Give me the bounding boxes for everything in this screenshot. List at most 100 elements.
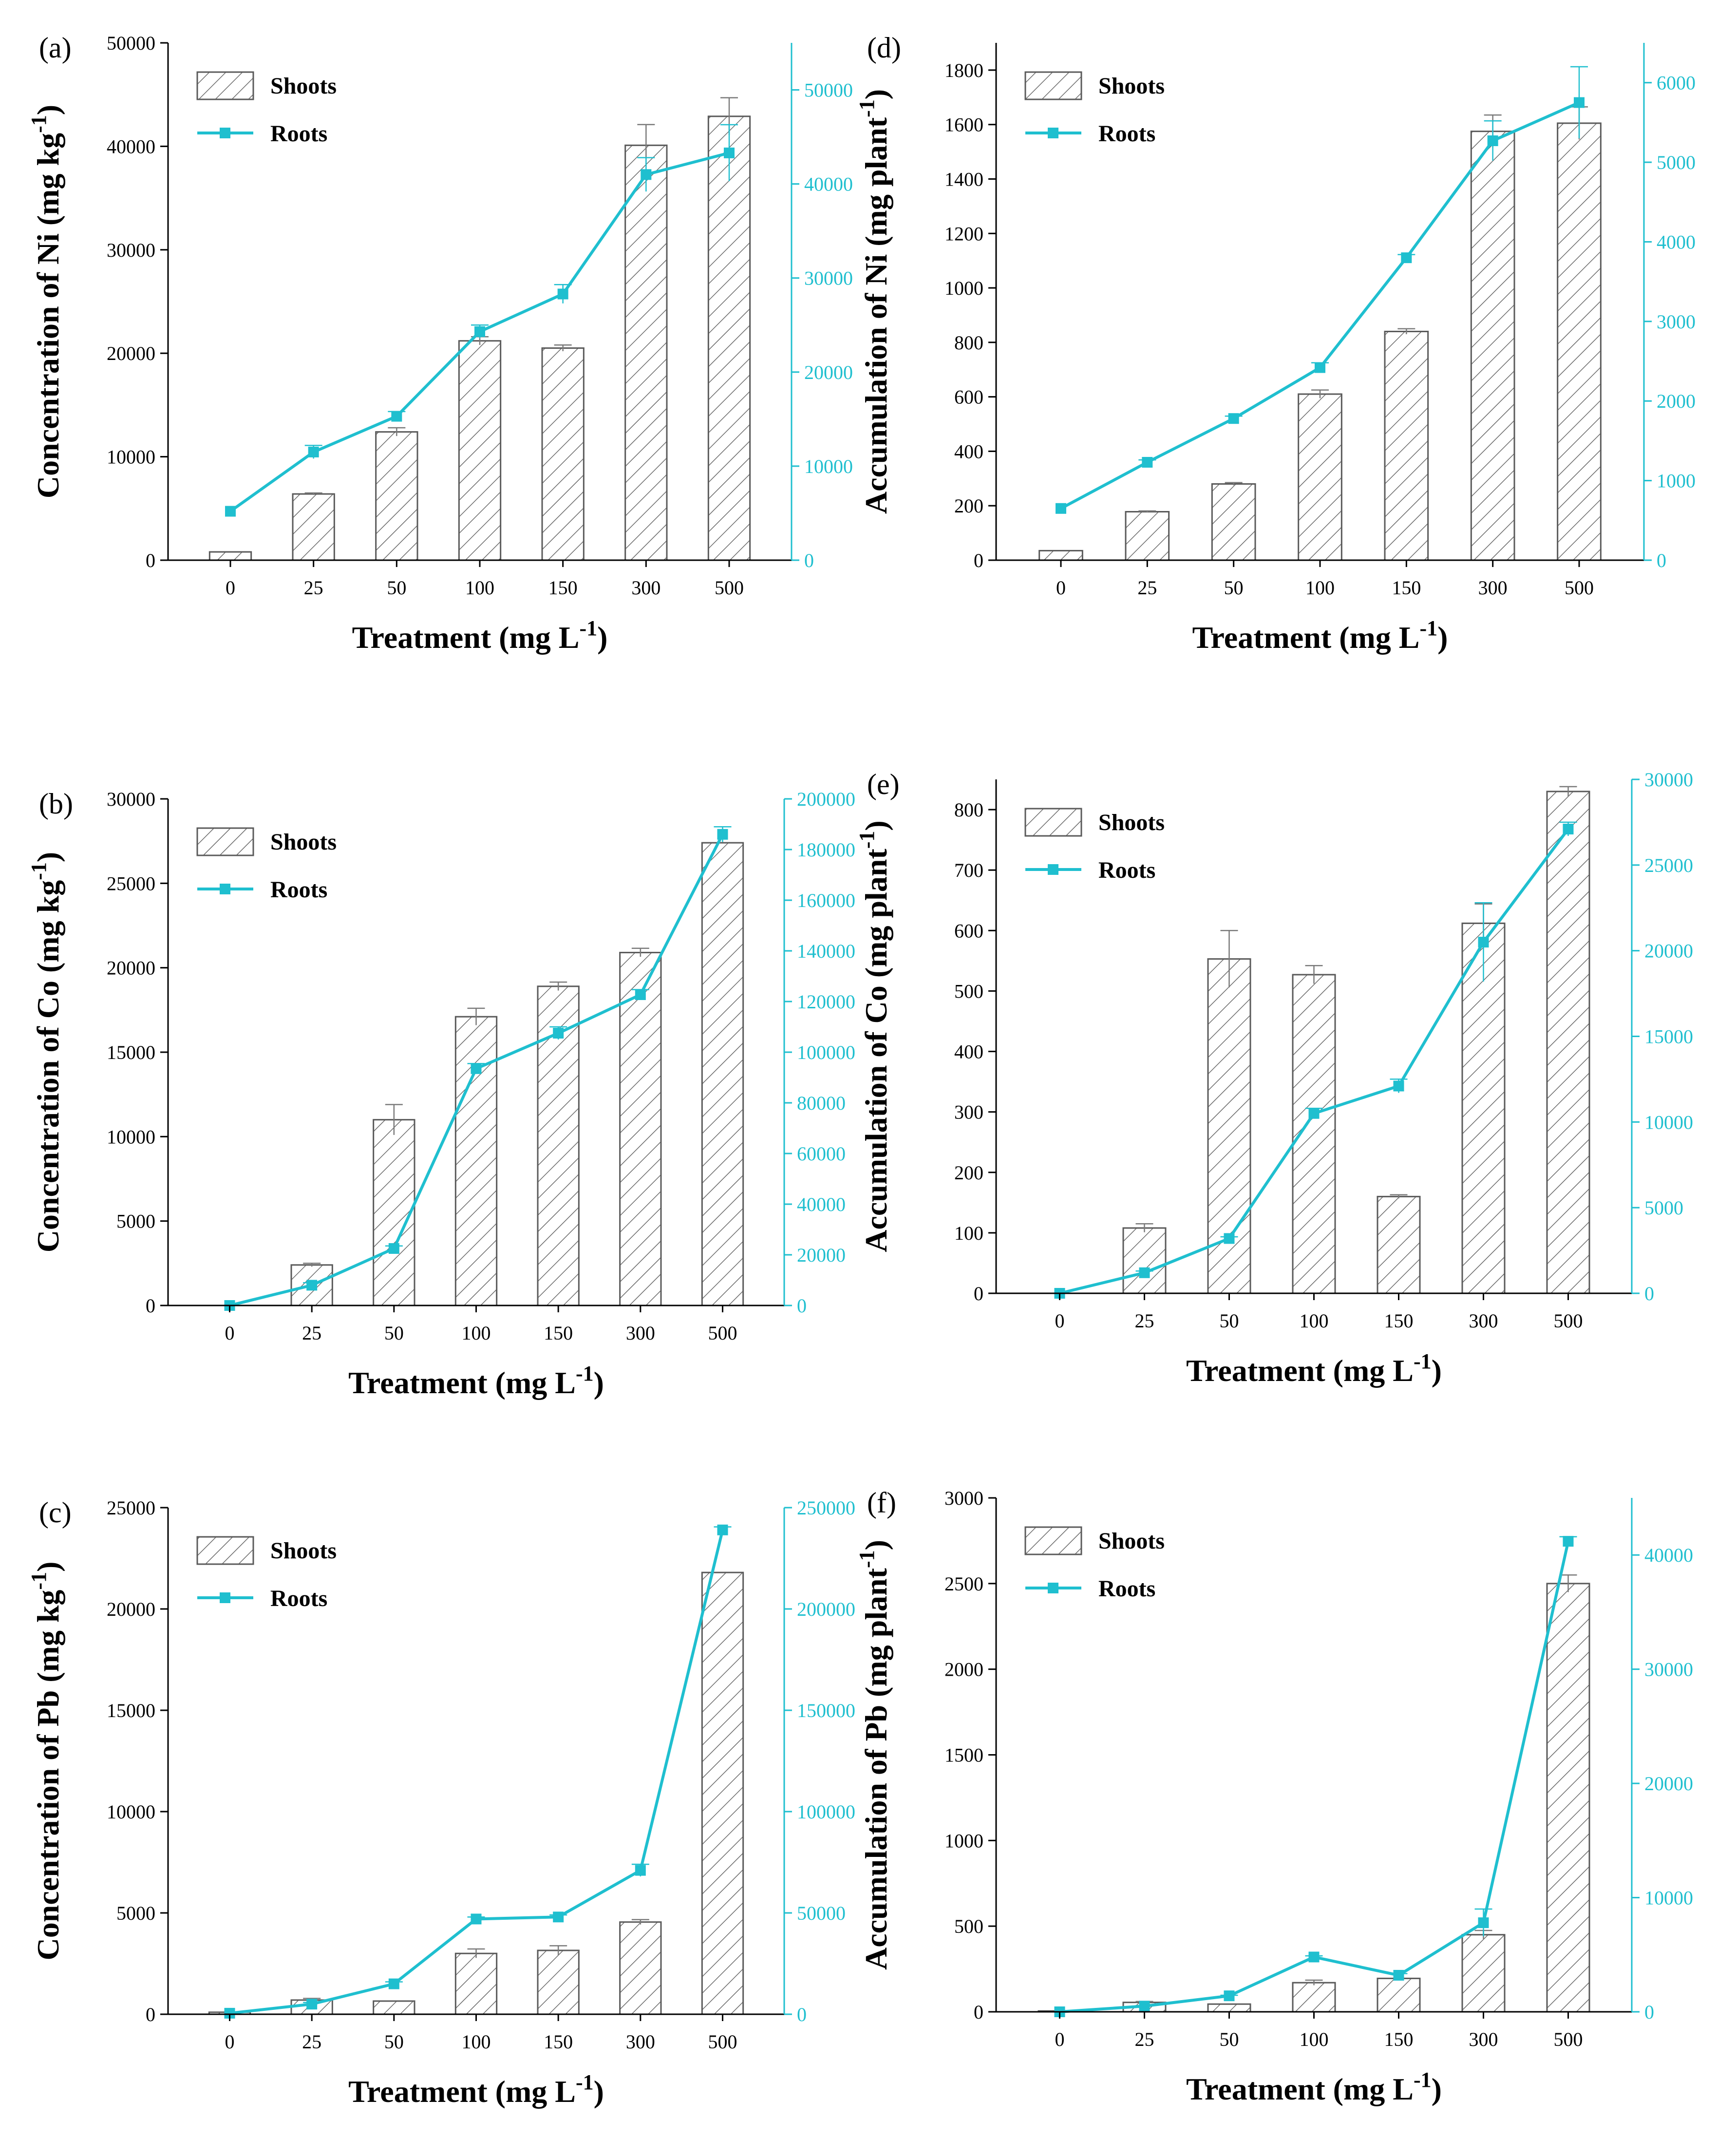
point-roots-f-1 xyxy=(1139,2001,1150,2012)
xtick-label-b-5: 300 xyxy=(626,1322,655,1344)
panel-label-c: (c) xyxy=(39,1496,72,1529)
ytick-label-right-e-0: 0 xyxy=(1644,1283,1654,1305)
ytick-label-right-a-30000: 30000 xyxy=(804,267,853,289)
panel-label-b: (b) xyxy=(39,788,73,820)
yaxis-title-d-end: ) xyxy=(859,89,893,99)
xaxis-title-c-sup: -1 xyxy=(576,2070,594,2094)
point-roots-f-2 xyxy=(1224,1990,1235,2002)
xaxis-title-f: Treatment (mg L-1) xyxy=(1186,2068,1442,2106)
legend-swatch-shoots-d xyxy=(1024,71,1082,100)
bar-shoots-a-4 xyxy=(541,347,585,561)
xtick-label-b-2: 50 xyxy=(384,1322,404,1344)
xaxis-title-c-end: ) xyxy=(594,2074,604,2109)
ytick-label-left-c-10000: 10000 xyxy=(107,1801,155,1823)
ytick-label-right-b-180000: 180000 xyxy=(797,839,855,861)
point-roots-a-5 xyxy=(641,169,652,180)
legend-swatch-shoots-b xyxy=(196,827,254,856)
xaxis-title-e: Treatment (mg L-1) xyxy=(1186,1349,1442,1388)
ytick-label-left-b-5000: 5000 xyxy=(116,1210,155,1232)
point-roots-b-5 xyxy=(635,989,646,1000)
ytick-label-right-f-30000: 30000 xyxy=(1644,1659,1693,1681)
xtick-label-a-0: 0 xyxy=(226,577,235,599)
legend-label-shoots-c: Shoots xyxy=(270,1538,337,1564)
bar-shoots-b-2 xyxy=(373,1119,415,1306)
bar-shoots-c-3 xyxy=(454,1952,498,2015)
legend-label-roots-a: Roots xyxy=(270,121,327,147)
ytick-label-left-f-3000: 3000 xyxy=(944,1487,983,1509)
panel-label-d: (d) xyxy=(867,32,901,64)
xaxis-title-a-sup: -1 xyxy=(579,616,597,640)
chart-panel-a: 0 10000 20000 30000 40000 50000 0 10000 20000 300… xyxy=(27,32,853,655)
point-roots-a-3 xyxy=(474,326,485,337)
legend-marker-roots-b xyxy=(220,884,230,894)
ytick-label-left-d-1000: 1000 xyxy=(944,277,983,299)
point-roots-e-1 xyxy=(1139,1267,1150,1278)
ytick-label-right-d-0: 0 xyxy=(1657,549,1666,571)
point-roots-c-6 xyxy=(717,1524,728,1535)
ytick-label-right-b-100000: 100000 xyxy=(797,1041,855,1063)
ytick-label-left-a-40000: 40000 xyxy=(107,135,155,157)
yaxis-title-f: Accumulation of Pb (mg plant-1) xyxy=(855,1540,893,1970)
xaxis-title-a-end: ) xyxy=(597,620,607,655)
xtick-label-e-2: 50 xyxy=(1220,1310,1239,1332)
legend-swatch-shoots-e xyxy=(1024,808,1082,837)
xaxis-title-f-main: Treatment (mg L xyxy=(1186,2072,1414,2106)
ytick-label-left-c-15000: 15000 xyxy=(107,1700,155,1721)
legend-label-roots-c: Roots xyxy=(270,1586,327,1611)
bar-shoots-e-6 xyxy=(1546,791,1590,1294)
point-roots-e-6 xyxy=(1563,823,1574,834)
legend-marker-roots-d xyxy=(1048,128,1058,138)
xaxis-title-e-main: Treatment (mg L xyxy=(1186,1353,1414,1388)
xaxis-title-a-main: Treatment (mg L xyxy=(352,620,580,655)
bar-shoots-a-0 xyxy=(208,551,252,561)
yaxis-title-c-main: Concentration of Pb (mg kg xyxy=(31,1590,65,1961)
xtick-label-c-1: 25 xyxy=(302,2031,321,2053)
bar-shoots-c-5 xyxy=(619,1921,662,2015)
ytick-label-left-f-0: 0 xyxy=(974,2001,983,2023)
xaxis-title-d: Treatment (mg L-1) xyxy=(1192,616,1448,655)
ytick-label-left-a-50000: 50000 xyxy=(107,32,155,54)
xtick-label-d-2: 50 xyxy=(1224,577,1244,599)
point-roots-d-1 xyxy=(1142,457,1153,468)
xtick-label-b-6: 500 xyxy=(708,1322,737,1344)
panel-label-f: (f) xyxy=(867,1487,896,1519)
xtick-label-c-5: 300 xyxy=(626,2031,655,2053)
bar-shoots-a-1 xyxy=(292,493,335,561)
ytick-label-left-b-0: 0 xyxy=(146,1295,155,1317)
bar-shoots-a-2 xyxy=(375,431,418,561)
chart-panel-d: 0200400600800100012001400160018000100020… xyxy=(855,32,1696,655)
ytick-label-right-e-5000: 5000 xyxy=(1644,1197,1683,1219)
yaxis-title-b: Concentration of Co (mg kg-1) xyxy=(27,852,65,1252)
xtick-label-e-5: 300 xyxy=(1469,1310,1498,1332)
ytick-label-right-a-20000: 20000 xyxy=(804,361,853,383)
yaxis-title-a-main: Concentration of Ni (mg kg xyxy=(31,133,65,498)
ytick-label-right-f-10000: 10000 xyxy=(1644,1887,1693,1909)
point-roots-d-5 xyxy=(1487,135,1498,146)
xaxis-title-e-end: ) xyxy=(1432,1353,1442,1388)
xtick-label-a-6: 500 xyxy=(715,577,744,599)
point-roots-a-0 xyxy=(225,506,236,517)
xtick-label-a-1: 25 xyxy=(304,577,323,599)
ytick-label-right-c-150000: 150000 xyxy=(797,1700,855,1721)
xaxis-title-b-sup: -1 xyxy=(576,1362,594,1385)
ytick-label-right-c-200000: 200000 xyxy=(797,1598,855,1620)
ytick-label-left-d-1400: 1400 xyxy=(944,168,983,190)
ytick-label-left-b-30000: 30000 xyxy=(107,788,155,810)
legend-label-shoots-b: Shoots xyxy=(270,829,337,855)
ytick-label-right-b-60000: 60000 xyxy=(797,1143,846,1165)
yaxis-title-b-sup: -1 xyxy=(27,862,51,880)
ytick-label-right-a-40000: 40000 xyxy=(804,173,853,195)
ytick-label-right-e-20000: 20000 xyxy=(1644,940,1693,962)
ytick-label-right-e-10000: 10000 xyxy=(1644,1111,1693,1133)
yaxis-title-a-end: ) xyxy=(31,105,65,115)
xtick-label-c-2: 50 xyxy=(384,2031,404,2053)
ytick-label-right-d-2000: 2000 xyxy=(1657,390,1696,412)
yaxis-title-e-end: ) xyxy=(859,820,893,831)
ytick-label-right-b-40000: 40000 xyxy=(797,1193,846,1215)
ytick-label-right-c-50000: 50000 xyxy=(797,1902,846,1924)
ytick-label-left-b-15000: 15000 xyxy=(107,1041,155,1063)
xtick-label-b-4: 150 xyxy=(544,1322,573,1344)
yaxis-title-e-sup: -1 xyxy=(855,831,879,849)
bar-shoots-f-6 xyxy=(1546,1583,1590,2013)
ytick-label-left-d-1800: 1800 xyxy=(944,59,983,81)
